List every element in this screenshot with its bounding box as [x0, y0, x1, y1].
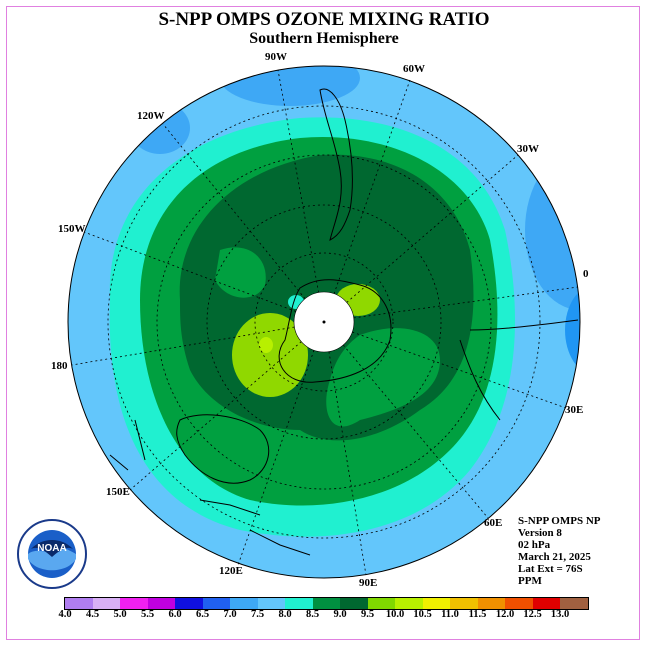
- info-instrument: S-NPP OMPS NP: [518, 515, 601, 527]
- noaa-logo-text: NOAA: [37, 543, 66, 554]
- map-title: S-NPP OMPS OZONE MIXING RATIO: [158, 9, 490, 30]
- lon-label-60e: 60E: [484, 517, 503, 529]
- colorbar-tick-label: 9.0: [333, 609, 347, 620]
- colorbar-segment: [285, 598, 313, 609]
- colorbar-tick-label: 10.5: [413, 609, 432, 620]
- colorbar-tick-label: 4.0: [58, 609, 72, 620]
- ozone-band-8-5-inner-east: [326, 328, 440, 427]
- colorbar-segment: [230, 598, 258, 609]
- graticule: [71, 69, 579, 576]
- map-boundary: [67, 65, 581, 579]
- colorbar-segment: [532, 598, 560, 609]
- colorbar-segment: [257, 598, 285, 609]
- lon-label-90w: 90W: [265, 51, 287, 63]
- lon-label-60w: 60W: [403, 63, 425, 75]
- colorbar-tick-label: 12.0: [495, 609, 515, 620]
- ozone-band-6-5-east-deep: [565, 285, 580, 375]
- colorbar-segment: [422, 598, 450, 609]
- antarctic-coastline: [278, 279, 392, 383]
- ozone-band-6-5-east: [525, 150, 580, 310]
- lon-label-120e: 120E: [219, 565, 243, 577]
- lon-label-120w: 120W: [137, 110, 165, 122]
- colorbar-segment: [505, 598, 533, 609]
- australia-coastline: [176, 414, 270, 484]
- lon-label-90e: 90E: [359, 577, 378, 589]
- info-lat-extent: Lat Ext = 76S: [518, 563, 583, 575]
- colorbar-segment: [312, 598, 340, 609]
- colorbar-segment: [92, 598, 120, 609]
- colorbar-segment: [175, 598, 203, 609]
- lon-label-150e: 150E: [106, 486, 130, 498]
- colorbar-tick-label: 13.0: [550, 609, 570, 620]
- lon-label-180: 180: [51, 360, 68, 372]
- colorbar-segment: [560, 598, 588, 609]
- colorbar-tick-label: 11.5: [468, 609, 487, 620]
- new-zealand-coastline: [109, 419, 146, 471]
- colorbar-tick-label: 4.5: [85, 609, 100, 620]
- africa-coastline: [459, 319, 579, 421]
- map-subtitle: Southern Hemisphere: [249, 30, 399, 47]
- colorbar-tick-label: 10.0: [385, 609, 405, 620]
- colorbar-segment: [340, 598, 368, 609]
- colorbar-tick-label: 8.5: [305, 609, 320, 620]
- colorbar-tick-label: 8.0: [278, 609, 292, 620]
- colorbar-segment: [147, 598, 175, 609]
- colorbar-segment: [477, 598, 505, 609]
- colorbar-segment: [450, 598, 478, 609]
- colorbar-segment: [120, 598, 148, 609]
- ozone-band-8-5-inner-west: [215, 247, 266, 298]
- colorbar-segment: [395, 598, 423, 609]
- colorbar-tick-label: 7.0: [223, 609, 237, 620]
- colorbar-segment: [367, 598, 395, 609]
- info-date: March 21, 2025: [518, 551, 591, 563]
- indonesia-coastline: [199, 499, 311, 556]
- south-america-coastline: [319, 88, 353, 241]
- lon-label-0: 0: [583, 268, 589, 280]
- colorbar-segment: [65, 598, 93, 609]
- south-pole-marker: [322, 320, 326, 324]
- info-pressure-level: 02 hPa: [518, 539, 551, 551]
- colorbar: [64, 597, 589, 610]
- info-version: Version 8: [518, 527, 562, 539]
- lon-label-30e: 30E: [565, 404, 584, 416]
- colorbar-tick-label: 6.0: [168, 609, 182, 620]
- info-units: PPM: [518, 575, 542, 587]
- colorbar-tick-label: 6.5: [195, 609, 210, 620]
- colorbar-tick-label: 11.0: [441, 609, 459, 620]
- colorbar-tick-label: 7.5: [250, 609, 265, 620]
- colorbar-segment: [202, 598, 230, 609]
- lon-label-150w: 150W: [58, 223, 86, 235]
- figure-frame: [6, 6, 640, 640]
- ozone-band-6-5-north: [220, 66, 360, 106]
- colorbar-tick-label: 9.5: [360, 609, 375, 620]
- product-info: S-NPP OMPS NP Version 8 02 hPa March 21,…: [518, 515, 601, 587]
- colorbar-tick-label: 5.0: [113, 609, 127, 620]
- colorbar-tick-label: 12.5: [523, 609, 542, 620]
- lon-label-30w: 30W: [517, 143, 539, 155]
- ozone-band-10-0-west: [259, 337, 273, 353]
- colorbar-tick-label: 5.5: [140, 609, 155, 620]
- noaa-logo: NOAA: [17, 519, 87, 589]
